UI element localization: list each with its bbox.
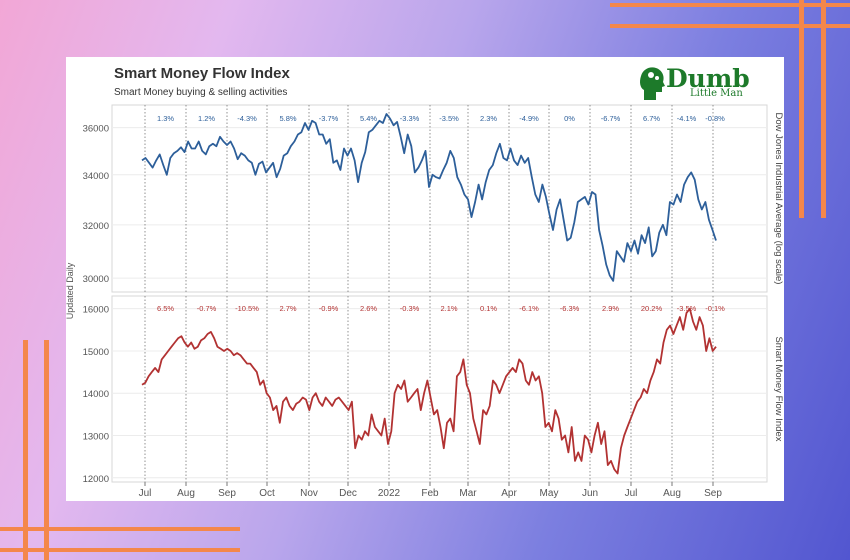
month-change-label: -3.5% (439, 114, 459, 123)
y-axis-label: Smart Money Flow Index (773, 336, 784, 441)
month-change-label: -4.9% (519, 114, 539, 123)
x-tick-label: Dec (339, 488, 357, 499)
x-tick-label: Mar (459, 488, 477, 499)
decorative-bar (610, 24, 850, 28)
month-change-label: -0.9% (319, 304, 339, 313)
month-change-label: 5.4% (360, 114, 377, 123)
month-change-label: -0.7% (197, 304, 217, 313)
month-change-label: 0% (564, 114, 575, 123)
month-change-label: 2.7% (279, 304, 296, 313)
y-tick-label: 16000 (83, 305, 109, 316)
month-change-label: -6.1% (519, 304, 539, 313)
series-line (141, 113, 717, 282)
panel-frame (111, 104, 768, 293)
month-change-label: -6.3% (560, 304, 580, 313)
month-change-label: 2.9% (602, 304, 619, 313)
month-change-label: -0.3% (400, 304, 420, 313)
decorative-bar (23, 340, 28, 560)
x-tick-label: Jul (139, 488, 152, 499)
decorative-bar (0, 548, 240, 552)
x-tick-label: Aug (663, 488, 681, 499)
month-change-label: -4.1% (677, 114, 697, 123)
month-change-label: -6.7% (601, 114, 621, 123)
side-label: Updated Daily (65, 262, 75, 319)
month-change-label: 2.6% (360, 304, 377, 313)
panel-frame (111, 295, 768, 483)
x-tick-label: 2022 (378, 488, 401, 499)
x-tick-label: Aug (177, 488, 195, 499)
x-tick-label: Nov (300, 488, 318, 499)
logo-subtext: Little Man (690, 88, 743, 99)
decorative-bar (799, 0, 804, 218)
head-brain-icon (640, 67, 665, 100)
site-logo: Dumb Little Man (638, 64, 758, 102)
month-change-label: 2.3% (480, 114, 497, 123)
y-axis-label: Dow Jones Industrial Average (log scale) (773, 113, 784, 285)
chart-subtitle: Smart Money buying & selling activities (114, 87, 288, 98)
month-change-label: -0.1% (705, 304, 725, 313)
month-change-label: 2.1% (440, 304, 457, 313)
x-tick-label: Feb (421, 488, 439, 499)
y-tick-label: 34000 (83, 171, 109, 182)
x-tick-label: Sep (704, 488, 722, 499)
x-tick-label: May (540, 488, 559, 499)
y-tick-label: 14000 (83, 389, 109, 400)
month-change-label: 1.3% (157, 114, 174, 123)
y-tick-label: 15000 (83, 347, 109, 358)
month-change-label: -3.7% (319, 114, 339, 123)
x-tick-label: Apr (501, 488, 517, 499)
x-tick-label: Jun (582, 488, 598, 499)
y-tick-label: 32000 (83, 221, 109, 232)
x-tick-label: Jul (625, 488, 638, 499)
series-line (141, 307, 717, 475)
y-tick-label: 36000 (83, 124, 109, 135)
month-change-label: -3.5% (677, 304, 697, 313)
x-tick-label: Oct (259, 488, 275, 499)
month-change-label: -3.3% (400, 114, 420, 123)
chart-title: Smart Money Flow Index (114, 65, 290, 82)
logo-text: Dumb (666, 64, 750, 93)
decorative-bar (44, 340, 49, 560)
y-tick-label: 13000 (83, 432, 109, 443)
month-change-label: 1.2% (198, 114, 215, 123)
month-change-label: 5.8% (279, 114, 296, 123)
decorative-bar (610, 3, 850, 7)
y-tick-label: 12000 (83, 474, 109, 485)
month-change-label: 20.2% (641, 304, 663, 313)
x-tick-label: Sep (218, 488, 236, 499)
month-change-label: -10.5% (235, 304, 259, 313)
month-change-label: -4.3% (237, 114, 257, 123)
month-change-label: -0.8% (705, 114, 725, 123)
decorative-bar (821, 0, 826, 218)
month-change-label: 0.1% (480, 304, 497, 313)
decorative-bar (0, 527, 240, 531)
y-tick-label: 30000 (83, 274, 109, 285)
month-change-label: 6.7% (643, 114, 660, 123)
month-change-label: 6.5% (157, 304, 174, 313)
